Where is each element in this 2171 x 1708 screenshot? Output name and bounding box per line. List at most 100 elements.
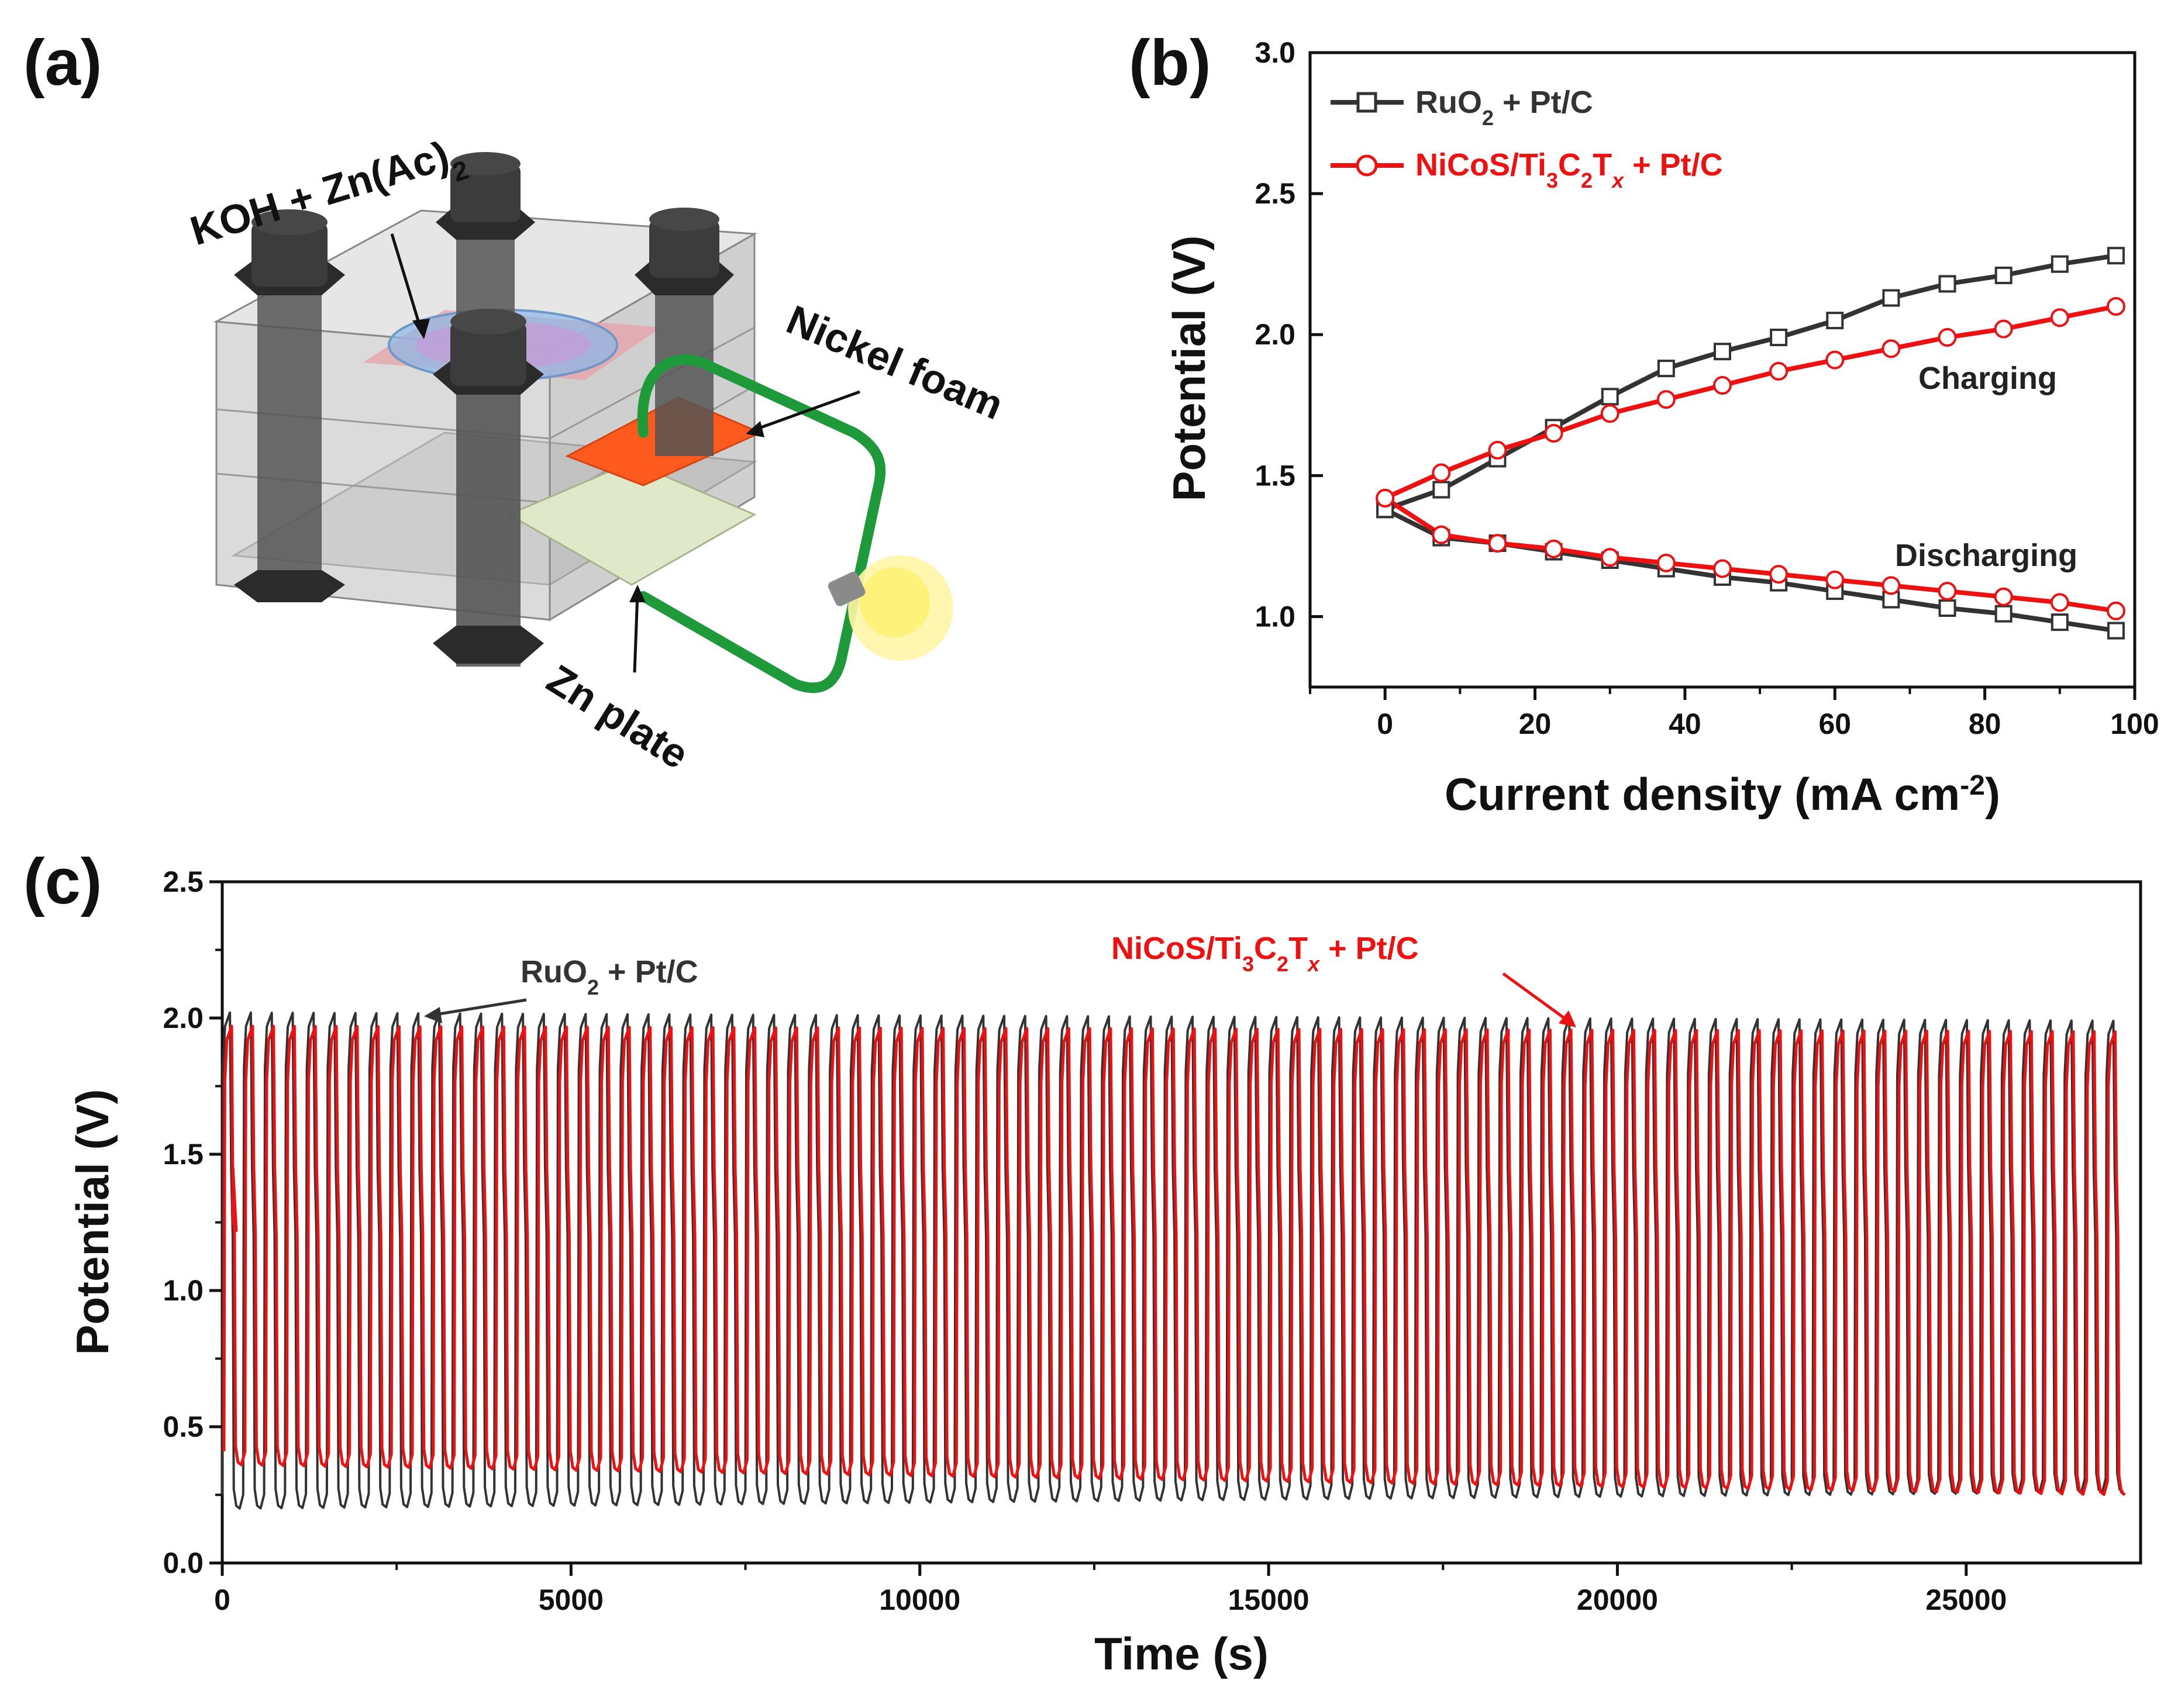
y-tick-label: 0.0: [163, 1547, 204, 1579]
y-tick-label: 0.5: [163, 1410, 204, 1443]
ruo2-discharging-point: [2107, 622, 2125, 640]
y-tick-label: 1.0: [163, 1274, 204, 1307]
ruo2-charging-point: [1714, 343, 1731, 361]
chart-c-label-ruo2: RuO2 + Pt/C: [521, 954, 698, 999]
chart-c-arrowhead-nicos: [1559, 1010, 1576, 1027]
y-tick-label: 3.0: [1255, 36, 1295, 69]
chart-c-series: [221, 1011, 2126, 1510]
nicos-charging-point: [1713, 376, 1732, 395]
y-tick-label: 1.0: [1255, 600, 1295, 633]
discharging-annotation: Discharging: [1895, 538, 2077, 573]
nicos-discharging-point: [1488, 534, 1507, 553]
nicos-charging-point: [2050, 308, 2069, 327]
charging-annotation: Charging: [1918, 361, 2057, 396]
panel-c: (c) 0.0 0.5 1.0 1.5 2.0 2.5 0 5000 10000 15000 200…: [23, 846, 2142, 1679]
chart-c-label-nicos: NiCoS/Ti3C2Tx + Pt/C: [1111, 931, 1419, 976]
nicos-charging-point: [1600, 404, 1619, 423]
ruo2-discharging-point: [1994, 605, 2013, 623]
nickel-foam-arrow: [754, 390, 860, 432]
ruo2-charging-point: [1432, 481, 1450, 499]
ruo2-charging-point: [1657, 360, 1675, 378]
ruo2-charging-point: [1601, 388, 1619, 406]
nickel-foam-arrowhead: [746, 421, 764, 437]
nicos-discharging-point: [1544, 539, 1563, 558]
nicos-charging-line: [1384, 304, 2117, 501]
nicos-charging-point: [1825, 350, 1845, 370]
x-tick-label: 5000: [539, 1583, 604, 1616]
zn-plate-arrowhead: [629, 585, 646, 602]
nicos-cycling-line: [222, 1024, 2126, 1496]
x-tick-label: 20: [1519, 708, 1552, 740]
x-tick-label: 10000: [879, 1583, 960, 1616]
nicos-discharging-point: [1656, 553, 1676, 572]
y-tick-label: 2.0: [163, 1002, 204, 1034]
legend-marker-ruo2: [1356, 92, 1377, 113]
nicos-discharging-point: [1600, 548, 1619, 567]
zn-plate-label: Zn plate: [539, 656, 697, 778]
nicos-charging-point: [1938, 328, 1957, 347]
panel-a: (a): [23, 27, 1009, 778]
chart-b-x-axis-title: Current density (mA cm-2): [1445, 768, 2000, 820]
battery-diagram: KOH + Zn(Ac)2 Nickel foam Zn plate: [185, 132, 1010, 778]
zn-plate-arrow: [633, 593, 639, 673]
ruo2-cycling-line: [221, 1011, 2124, 1510]
y-tick-label: 2.5: [1255, 177, 1295, 210]
nicos-charging-point: [2106, 297, 2125, 316]
chart-c-x-axis-title: Time (s): [1094, 1628, 1269, 1679]
panel-c-label: (c): [23, 846, 102, 917]
nicos-charging-point: [1994, 319, 2013, 339]
nicos-discharging-line: [1383, 496, 2117, 613]
light-bulb-icon: [828, 555, 953, 661]
bolt: [635, 208, 734, 456]
chart-b-legend: RuO2 + Pt/C NiCoS/Ti3C2Tx + Pt/C: [1331, 85, 1723, 192]
nicos-charging-point: [1432, 463, 1451, 482]
legend-label-ruo2: RuO2 + Pt/C: [1415, 85, 1593, 130]
nicos-discharging-point: [1881, 576, 1901, 595]
wire: [637, 354, 886, 693]
ruo2-discharging-point: [2051, 613, 2069, 632]
ruo2-charging-point: [2107, 247, 2125, 265]
legend-marker-nicos: [1356, 154, 1378, 177]
y-tick-label: 1.5: [163, 1138, 204, 1171]
nicos-discharging-point: [1713, 559, 1732, 578]
zn-plate: [506, 461, 757, 586]
nicos-discharging-point: [1432, 525, 1451, 544]
nicos-charging-point: [1881, 339, 1901, 358]
nicos-charging-point: [1544, 424, 1563, 443]
ruo2-charging-point: [2051, 255, 2069, 273]
electrolyte-arrow: [390, 233, 423, 331]
chart-c-arrow-ruo2: [435, 998, 527, 1016]
panel-b-label: (b): [1129, 27, 1211, 99]
x-tick-label: 60: [1818, 708, 1851, 740]
nicos-discharging-point: [1825, 570, 1845, 589]
bolt: [234, 209, 345, 602]
chart-c-arrow-nicos: [1502, 972, 1569, 1022]
y-tick-label: 1.5: [1255, 459, 1295, 492]
nicos-discharging-point: [1994, 587, 2013, 606]
chart-c-y-axis-title: Potential (V): [67, 1089, 118, 1355]
ruo2-charging-point: [1826, 312, 1844, 330]
chart-c-arrowhead-ruo2: [424, 1007, 442, 1023]
ruo2-charging-point: [1882, 289, 1900, 307]
ruo2-charging-point: [1994, 266, 2013, 284]
nicos-discharging-point: [1938, 582, 1957, 601]
x-tick-label: 40: [1669, 708, 1701, 740]
x-tick-label: 25000: [1925, 1583, 2007, 1616]
nicos-discharging-point: [2050, 593, 2069, 612]
x-tick-label: 0: [214, 1583, 230, 1616]
nicos-charging-point: [1769, 361, 1789, 381]
ruo2-discharging-point: [1938, 599, 1956, 617]
panel-a-label: (a): [23, 27, 102, 99]
x-tick-label: 15000: [1228, 1583, 1310, 1616]
nicos-charging-point: [1488, 440, 1507, 460]
nicos-discharging-point: [1769, 565, 1789, 584]
chart-b-frame: [1308, 51, 2136, 689]
ruo2-charging-point: [1938, 275, 1956, 293]
chart-c-ticks: 0.0 0.5 1.0 1.5 2.0 2.5 0 5000 10000 15000 20000 25…: [163, 865, 2007, 1616]
ruo2-charging-point: [1770, 329, 1788, 347]
nicos-discharging-point: [1376, 488, 1395, 508]
nicos-charging-point: [1656, 390, 1676, 409]
panel-b: (b) 1.0 1.5 2.0 2.5 3.0 0 20 40 60 80 100 Potentia…: [1129, 27, 2159, 820]
chart-b-ticks: 1.0 1.5 2.0 2.5 3.0 0 20 40 60 80 100: [1255, 36, 2159, 740]
